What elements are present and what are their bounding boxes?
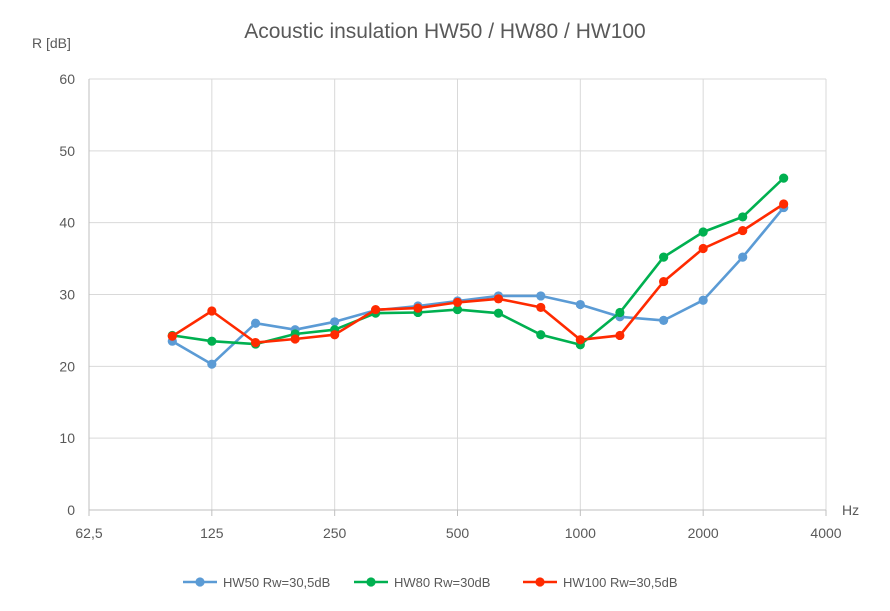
x-axis-label: Hz <box>842 502 859 518</box>
y-axis-label: R [dB] <box>32 35 71 51</box>
x-tick-label: 4000 <box>810 525 841 541</box>
data-point <box>698 295 708 305</box>
data-point <box>738 212 748 222</box>
series-3 <box>167 199 789 348</box>
data-point <box>413 303 423 313</box>
data-point <box>250 338 261 348</box>
data-point <box>207 306 217 316</box>
data-point <box>698 243 708 254</box>
data-point <box>250 318 261 328</box>
legend-item-1: HW50 Rw=30,5dB <box>183 575 330 590</box>
data-point <box>738 252 748 262</box>
y-tick-labels: 0 10 20 30 40 50 60 <box>59 71 75 518</box>
y-tick-label: 0 <box>67 502 75 518</box>
y-tick-label: 60 <box>59 71 75 87</box>
data-point <box>371 304 381 315</box>
x-tick-label: 62,5 <box>75 525 102 541</box>
grid-lines <box>89 78 827 510</box>
data-point <box>452 304 463 315</box>
data-point <box>659 315 669 325</box>
x-tick-label: 2000 <box>688 525 719 541</box>
legend-label: HW100 Rw=30,5dB <box>563 575 678 590</box>
y-tick-label: 30 <box>59 287 75 303</box>
x-tick-label: 250 <box>323 525 347 541</box>
series-line <box>171 176 786 347</box>
series-line <box>171 202 786 344</box>
data-point <box>493 294 504 304</box>
data-point <box>536 330 546 340</box>
x-tick-label: 125 <box>200 525 224 541</box>
data-point <box>452 297 463 308</box>
data-point <box>207 336 217 346</box>
data-point <box>779 173 789 183</box>
data-point <box>167 331 177 341</box>
data-point <box>290 334 300 344</box>
x-tick-labels: 62,5 125 250 500 1000 2000 4000 <box>75 525 841 541</box>
data-point <box>575 335 585 345</box>
legend-item-3: HW100 Rw=30,5dB <box>523 575 678 590</box>
legend: HW50 Rw=30,5dB HW80 Rw=30dB HW100 Rw=30,5d… <box>183 575 678 590</box>
y-tick-label: 20 <box>59 358 75 374</box>
y-tick-label: 50 <box>59 143 75 159</box>
data-point <box>575 299 585 310</box>
data-point <box>330 317 340 327</box>
data-point <box>659 276 669 287</box>
legend-item-2: HW80 Rw=30dB <box>354 575 490 590</box>
legend-marker <box>535 577 545 587</box>
data-point <box>207 359 217 369</box>
data-point <box>615 330 625 341</box>
x-tick-label: 500 <box>446 525 470 541</box>
series-lines <box>167 173 789 369</box>
data-point <box>536 302 546 313</box>
x-tick-label: 1000 <box>565 525 596 541</box>
legend-label: HW50 Rw=30,5dB <box>223 575 330 590</box>
y-tick-label: 10 <box>59 430 75 446</box>
data-point <box>330 330 340 340</box>
data-point <box>536 291 546 301</box>
series-line <box>171 206 786 366</box>
y-tick-label: 40 <box>59 215 75 231</box>
data-point <box>615 307 625 318</box>
chart-title: Acoustic insulation HW50 / HW80 / HW100 <box>244 20 645 43</box>
data-point <box>493 308 504 318</box>
data-point <box>659 252 669 262</box>
axes <box>88 79 827 516</box>
legend-marker <box>366 577 376 587</box>
data-point <box>779 199 789 209</box>
data-point <box>698 227 708 237</box>
legend-label: HW80 Rw=30dB <box>394 575 490 590</box>
legend-marker <box>195 577 205 587</box>
data-point <box>738 225 748 236</box>
